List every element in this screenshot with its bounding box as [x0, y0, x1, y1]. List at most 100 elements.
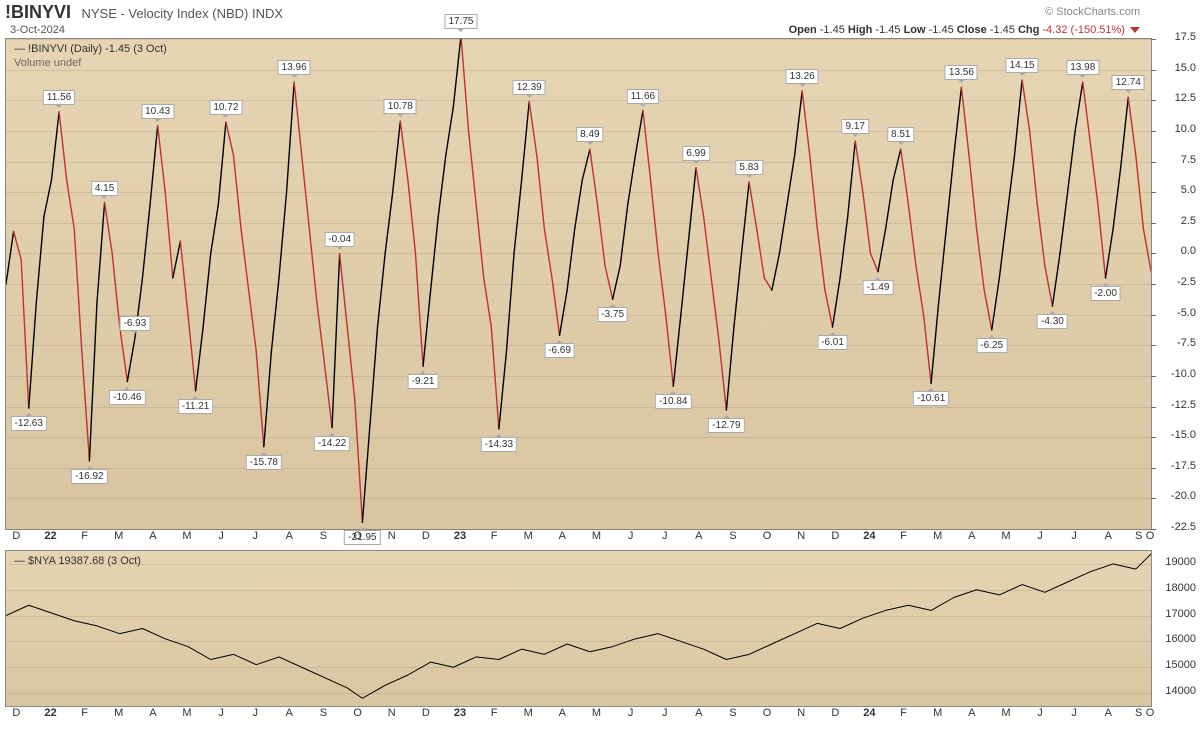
x-axis-label: D	[12, 530, 20, 542]
ticker-subtitle: NYSE - Velocity Index (NBD) INDX	[81, 6, 283, 21]
price-flag: -14.33	[481, 437, 517, 452]
ohlc-summary: Open -1.45 High -1.45 Low -1.45 Close -1…	[789, 24, 1140, 36]
x-axis-label: S	[320, 530, 327, 542]
x-axis-label: A	[695, 707, 702, 719]
price-flag: 8.51	[887, 127, 914, 142]
x-axis-label: A	[968, 707, 975, 719]
price-flag: -6.01	[817, 335, 848, 350]
y-axis-label: 19000	[1158, 556, 1196, 568]
x-axis-label: S	[1135, 530, 1142, 542]
x-axis-label: J	[218, 530, 224, 542]
x-axis-label: N	[797, 707, 805, 719]
x-axis-label: J	[218, 707, 224, 719]
x-axis-label: D	[422, 707, 430, 719]
price-flag: 13.96	[278, 60, 311, 75]
x-axis-label: O	[1146, 530, 1155, 542]
y-axis-label: -12.5	[1158, 399, 1196, 411]
chevron-down-icon	[1130, 27, 1140, 33]
price-flag: -6.25	[976, 338, 1007, 353]
price-flag: 10.43	[141, 104, 174, 119]
x-axis-label: 24	[863, 530, 875, 542]
price-flag: 6.99	[682, 146, 709, 161]
price-flag: 11.56	[43, 90, 75, 105]
x-axis-label: J	[252, 707, 258, 719]
y-axis-label: -2.5	[1158, 276, 1196, 288]
x-axis-label: O	[353, 707, 362, 719]
x-axis-label: A	[1105, 530, 1112, 542]
x-axis-label: J	[1037, 530, 1043, 542]
price-flag: -12.79	[708, 418, 744, 433]
chg-label: Chg	[1018, 24, 1039, 36]
secondary-chart: — $NYA 19387.68 (3 Oct)	[5, 550, 1152, 707]
price-flag: -21.95	[344, 530, 380, 545]
open-value: -1.45	[820, 24, 845, 36]
y-axis-label: 16000	[1158, 633, 1196, 645]
chart-header: !BINYVI NYSE - Velocity Index (NBD) INDX…	[5, 2, 1195, 36]
x-axis-label: 22	[44, 530, 56, 542]
price-flag: -14.22	[314, 436, 350, 451]
x-axis-label: O	[763, 530, 772, 542]
close-label: Close	[957, 24, 987, 36]
price-flag: -16.92	[71, 469, 107, 484]
x-axis-label: M	[1001, 530, 1010, 542]
x-axis-label: M	[592, 707, 601, 719]
price-flag: -6.93	[120, 316, 151, 331]
y-axis-label: -7.5	[1158, 337, 1196, 349]
price-flag: -11.21	[178, 399, 214, 414]
price-flag: -10.61	[913, 391, 949, 406]
x-axis-label: O	[1146, 707, 1155, 719]
price-flag: -10.46	[109, 390, 145, 405]
high-value: -1.45	[875, 24, 900, 36]
x-axis-label: J	[252, 530, 258, 542]
y-axis-label: 15.0	[1158, 62, 1196, 74]
x-axis-label: N	[388, 707, 396, 719]
x-axis-label: M	[524, 530, 533, 542]
x-axis-label: J	[1037, 707, 1043, 719]
price-flag: 12.74	[1112, 75, 1145, 90]
main-chart: — !BINYVI (Daily) -1.45 (3 Oct) Volume u…	[5, 38, 1152, 530]
price-flag: 14.15	[1006, 58, 1039, 73]
price-flag: -15.78	[246, 455, 282, 470]
x-axis-label: M	[592, 530, 601, 542]
y-axis-label: 14000	[1158, 685, 1196, 697]
high-label: High	[848, 24, 872, 36]
price-flag: 12.39	[513, 80, 546, 95]
price-flag: -1.49	[863, 280, 894, 295]
x-axis-label: M	[114, 707, 123, 719]
x-axis-label: F	[81, 530, 88, 542]
ticker-symbol: !BINYVI	[5, 2, 71, 22]
x-axis-label: F	[900, 530, 907, 542]
price-flag: 13.98	[1066, 60, 1099, 75]
x-axis-label: F	[900, 707, 907, 719]
chart-date: 3-Oct-2024	[10, 24, 65, 36]
x-axis-label: M	[182, 530, 191, 542]
y-axis-label: 10.0	[1158, 123, 1196, 135]
y-axis-label: 17000	[1158, 608, 1196, 620]
x-axis-label: S	[729, 707, 736, 719]
x-axis-label: J	[662, 707, 668, 719]
x-axis-label: J	[1071, 707, 1077, 719]
x-axis-label: M	[114, 530, 123, 542]
price-flag: 10.72	[209, 100, 242, 115]
y-axis-label: -15.0	[1158, 429, 1196, 441]
y-axis-label: -10.0	[1158, 368, 1196, 380]
x-axis-label: M	[182, 707, 191, 719]
copyright-label: © StockCharts.com	[1045, 6, 1140, 18]
y-axis-label: 7.5	[1158, 154, 1196, 166]
x-axis-label: M	[524, 707, 533, 719]
x-axis-label: 23	[454, 707, 466, 719]
y-axis-label: 2.5	[1158, 215, 1196, 227]
x-axis-label: M	[933, 707, 942, 719]
price-flag: 10.78	[384, 99, 417, 114]
y-axis-label: 17.5	[1158, 31, 1196, 43]
x-axis-label: A	[286, 707, 293, 719]
x-axis-label: 23	[454, 530, 466, 542]
y-axis-label: 12.5	[1158, 92, 1196, 104]
close-value: -1.45	[990, 24, 1015, 36]
y-axis-label: -17.5	[1158, 460, 1196, 472]
price-flag: 11.66	[627, 89, 659, 104]
x-axis-label: A	[559, 530, 566, 542]
price-flag: 13.56	[945, 65, 978, 80]
x-axis-label: F	[491, 707, 498, 719]
y-axis-label: -22.5	[1158, 521, 1196, 533]
